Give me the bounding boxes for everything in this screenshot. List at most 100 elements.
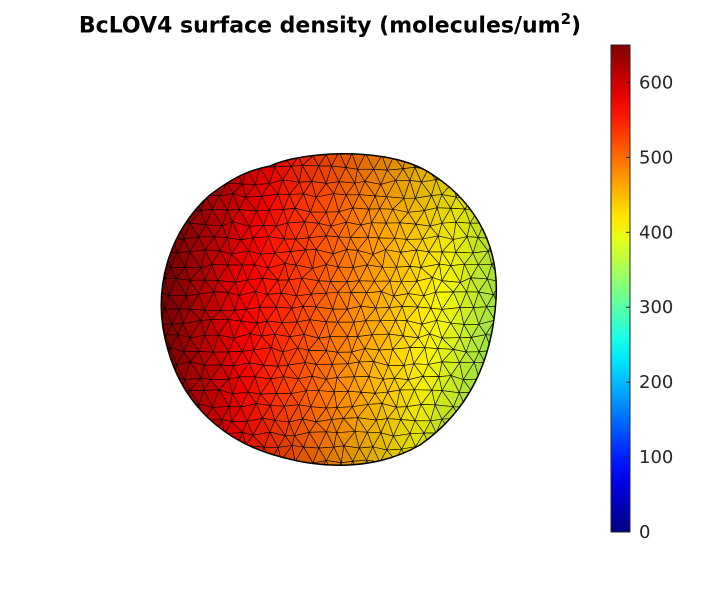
surface-face: [507, 292, 520, 307]
surface-face: [161, 210, 171, 223]
surface-face: [172, 446, 184, 465]
surface-face: [500, 306, 514, 323]
surface-face: [469, 417, 489, 435]
surface-face: [501, 279, 512, 297]
cell-surface: [150, 138, 523, 477]
surface-face: [161, 375, 174, 393]
surface-face: [476, 166, 493, 184]
surface-face: [509, 350, 523, 366]
surface-face: [434, 155, 452, 167]
surface-face: [161, 210, 165, 225]
surface-face: [498, 462, 516, 477]
surface-face: [161, 221, 165, 239]
surface-face: [178, 407, 191, 423]
surface-face: [161, 264, 166, 279]
surface-face: [269, 153, 283, 156]
colorbar-tick-label: 600: [639, 72, 673, 93]
surface-face: [509, 337, 523, 351]
surface-face: [479, 417, 493, 435]
surface-face: [458, 434, 474, 449]
surface-face: [171, 164, 188, 184]
surface-face: [507, 197, 521, 211]
surface-face: [177, 446, 191, 466]
surface-face: [499, 184, 516, 197]
surface-face: [494, 237, 497, 254]
surface-face: [472, 194, 486, 211]
surface-face: [221, 155, 235, 167]
surface-face: [491, 182, 497, 195]
surface-face: [501, 264, 512, 282]
surface-face: [161, 448, 164, 466]
surface-face: [161, 237, 174, 254]
surface-face: [161, 194, 164, 212]
surface-face: [493, 364, 497, 377]
surface-face: [351, 153, 366, 154]
surface-face: [494, 305, 497, 324]
surface-face: [198, 169, 216, 185]
surface-face: [498, 365, 513, 377]
surface-face: [246, 153, 261, 169]
surface-face: [421, 460, 438, 466]
chart-title-suffix: ): [571, 13, 582, 39]
surface-face: [405, 153, 425, 155]
surface-face: [483, 207, 497, 224]
surface-face: [502, 250, 515, 265]
surface-face: [492, 193, 497, 212]
surface-face: [423, 153, 436, 157]
surface-face: [498, 350, 513, 366]
surface-face: [492, 375, 497, 396]
surface-face: [436, 447, 455, 465]
surface-face: [161, 334, 167, 352]
surface-face: [150, 139, 162, 152]
surface-face: [226, 153, 242, 167]
surface-face: [494, 405, 497, 420]
surface-face: [238, 461, 255, 466]
surface-face: [464, 446, 481, 463]
surface-face: [485, 166, 497, 184]
surface-face: [325, 153, 340, 156]
surface-face: [186, 434, 203, 449]
surface-face: [240, 153, 255, 155]
surface-face: [471, 390, 485, 408]
surface-face: [453, 462, 466, 466]
surface-face: [450, 153, 467, 168]
surface-face: [214, 433, 226, 451]
surface-face: [484, 182, 497, 196]
surface-face: [280, 459, 296, 466]
surface-face: [205, 153, 220, 155]
surface-face: [178, 418, 191, 438]
surface-face: [281, 153, 300, 157]
surface-face: [224, 460, 240, 466]
colorbar-bar: [610, 44, 631, 533]
surface-face: [211, 460, 226, 466]
surface-face: [161, 220, 174, 240]
surface-face: [248, 138, 263, 152]
surface-face: [179, 389, 191, 410]
surface-face: [161, 153, 170, 154]
surface-face: [189, 165, 207, 186]
surface-face: [484, 193, 497, 210]
surface-face: [312, 153, 327, 157]
surface-face: [168, 421, 188, 437]
surface-face: [182, 447, 200, 465]
surface-face: [458, 446, 474, 464]
surface-face: [162, 165, 177, 183]
surface-face: [200, 153, 214, 155]
surface-face: [415, 460, 429, 466]
surface-face: [162, 153, 177, 171]
surface-face: [428, 153, 443, 158]
surface-face: [161, 460, 174, 466]
surface-face: [211, 448, 226, 463]
surface-face: [163, 209, 180, 223]
surface-face: [494, 393, 497, 409]
surface-face: [203, 445, 221, 464]
surface-face: [161, 448, 174, 465]
surface-face: [441, 463, 459, 466]
surface-face: [506, 376, 523, 389]
colorbar-tick-label: 100: [639, 447, 673, 468]
surface-face: [465, 406, 481, 423]
surface-face: [178, 210, 191, 224]
surface-face: [161, 417, 164, 434]
surface-face: [491, 169, 497, 185]
surface-face: [161, 417, 170, 434]
